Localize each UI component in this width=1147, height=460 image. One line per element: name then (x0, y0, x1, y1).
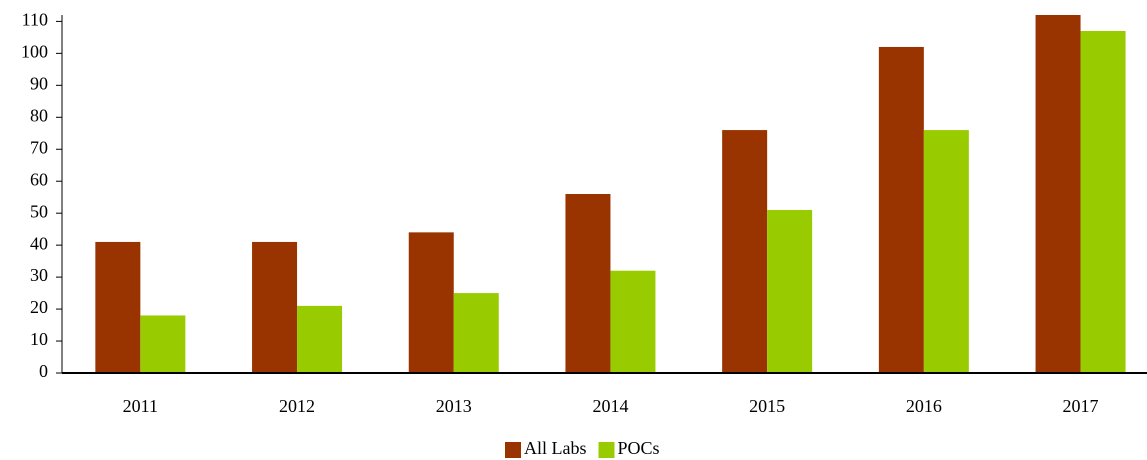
bar (95, 241, 141, 373)
x-tick-label: 2015 (749, 396, 785, 416)
y-tick-label: 30 (30, 265, 48, 285)
bar (565, 194, 611, 373)
y-tick-label: 70 (30, 137, 48, 157)
y-tick-label: 80 (30, 105, 48, 125)
y-tick-label: 100 (21, 41, 48, 61)
bar (453, 293, 499, 373)
legend-swatch (505, 442, 521, 458)
y-tick-label: 110 (22, 10, 48, 30)
legend-label: All Labs (524, 438, 587, 458)
y-tick-label: 20 (30, 297, 48, 317)
x-tick-label: 2014 (592, 396, 628, 416)
y-tick-label: 10 (30, 329, 48, 349)
y-tick-label: 40 (30, 233, 48, 253)
bar (297, 305, 343, 373)
bar (610, 270, 656, 373)
x-tick-label: 2016 (906, 396, 942, 416)
x-tick-label: 2013 (436, 396, 472, 416)
y-tick-label: 50 (30, 201, 48, 221)
y-tick-label: 90 (30, 73, 48, 93)
y-tick-label: 0 (39, 361, 48, 381)
legend-label: POCs (618, 438, 660, 458)
bar (923, 130, 969, 373)
bar (1080, 30, 1126, 373)
bar (408, 232, 454, 373)
y-tick-label: 60 (30, 169, 48, 189)
legend-swatch (598, 442, 615, 458)
x-tick-label: 2012 (279, 396, 315, 416)
x-tick-label: 2017 (1063, 396, 1099, 416)
bar (722, 130, 768, 373)
bar (252, 241, 298, 373)
x-tick-label: 2011 (123, 396, 158, 416)
bar (767, 209, 813, 373)
bar (878, 46, 924, 373)
bar (1035, 15, 1081, 373)
bar (140, 315, 186, 373)
